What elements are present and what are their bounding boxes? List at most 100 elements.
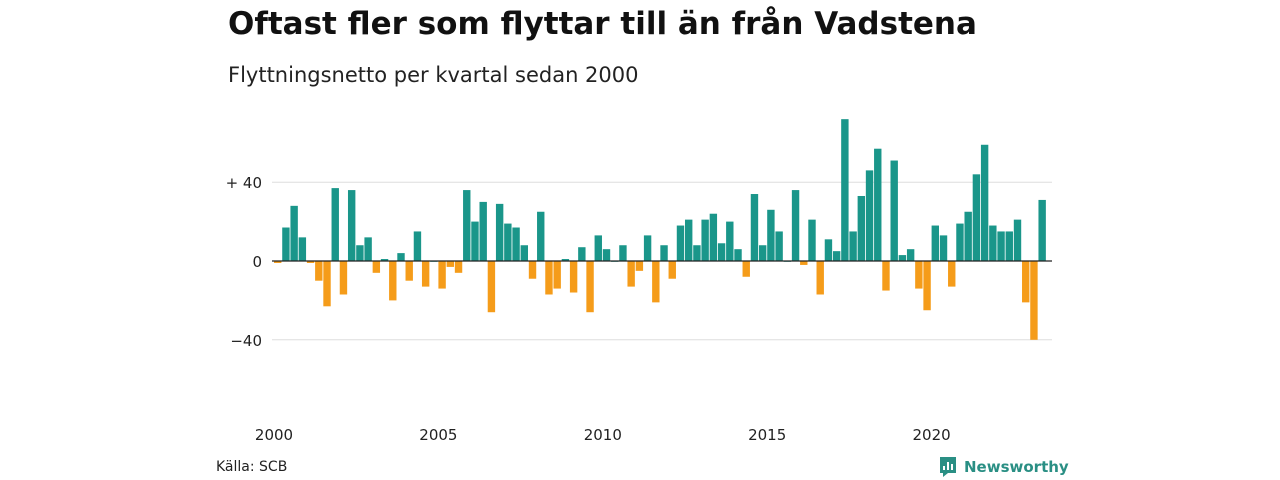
bar bbox=[874, 148, 882, 261]
bar bbox=[627, 261, 635, 287]
bar bbox=[931, 225, 939, 261]
bar bbox=[997, 231, 1005, 261]
bar bbox=[553, 261, 561, 289]
bar bbox=[364, 237, 372, 261]
bar bbox=[709, 213, 718, 261]
bar bbox=[808, 219, 816, 261]
bar bbox=[347, 190, 356, 261]
bar bbox=[915, 261, 923, 289]
bar bbox=[561, 259, 570, 261]
x-tick-label: 2020 bbox=[913, 426, 951, 444]
bar bbox=[405, 261, 413, 281]
bar bbox=[652, 261, 660, 303]
bar bbox=[849, 231, 857, 261]
bar bbox=[758, 245, 767, 261]
bar bbox=[1005, 231, 1013, 261]
bar bbox=[643, 235, 652, 261]
bar bbox=[315, 261, 323, 281]
bar bbox=[1022, 261, 1030, 303]
bar bbox=[356, 245, 364, 261]
bar bbox=[726, 221, 734, 261]
gridlines bbox=[272, 181, 1052, 341]
bar bbox=[619, 245, 627, 261]
bar bbox=[693, 245, 701, 261]
chart-subtitle: Flyttningsnetto per kvartal sedan 2000 bbox=[228, 63, 639, 87]
bar bbox=[676, 225, 685, 261]
bar bbox=[800, 261, 808, 265]
bar bbox=[463, 190, 471, 261]
bar bbox=[956, 223, 964, 261]
bar bbox=[331, 188, 339, 261]
axes: + 40 0 −40 2000 2005 2010 2015 2020 bbox=[226, 174, 1052, 444]
bar bbox=[586, 261, 594, 313]
bar bbox=[380, 259, 389, 261]
y-tick-label: −40 bbox=[230, 332, 262, 350]
bar bbox=[413, 231, 422, 261]
bar bbox=[274, 261, 282, 263]
bar bbox=[948, 261, 956, 287]
bar bbox=[791, 190, 800, 261]
source-label: Källa: SCB bbox=[216, 459, 288, 475]
bar bbox=[841, 119, 849, 261]
bar bbox=[389, 261, 397, 301]
bar bbox=[306, 261, 315, 263]
bar bbox=[882, 261, 890, 291]
bar bbox=[504, 223, 512, 261]
bar bbox=[750, 194, 759, 261]
bar bbox=[1038, 199, 1046, 261]
bar bbox=[668, 261, 676, 279]
bar bbox=[767, 209, 775, 261]
bar bbox=[446, 261, 455, 267]
bar bbox=[372, 261, 381, 273]
bar bbox=[438, 261, 446, 289]
bar bbox=[290, 205, 298, 261]
bar bbox=[717, 243, 726, 261]
brand-name: Newsworthy bbox=[964, 458, 1069, 476]
bar bbox=[701, 219, 709, 261]
bar bbox=[742, 261, 750, 277]
bars bbox=[274, 119, 1046, 340]
bar bbox=[495, 203, 504, 261]
bar bbox=[421, 261, 430, 287]
bar bbox=[487, 261, 496, 313]
bar bbox=[890, 160, 898, 261]
bar bbox=[1030, 261, 1038, 340]
bar bbox=[980, 144, 989, 261]
bar bbox=[964, 211, 972, 261]
bar bbox=[898, 255, 907, 261]
newsworthy-logo-icon bbox=[940, 457, 956, 477]
y-tick-label: 0 bbox=[252, 253, 262, 271]
newsworthy-logo[interactable]: Newsworthy bbox=[938, 456, 1069, 478]
bar bbox=[816, 261, 824, 295]
chart-title: Oftast fler som flyttar till än från Vad… bbox=[228, 6, 977, 42]
x-tick-label: 2000 bbox=[255, 426, 293, 444]
bar bbox=[471, 221, 479, 261]
bar bbox=[512, 227, 520, 261]
bar bbox=[602, 249, 611, 261]
x-tick-label: 2005 bbox=[419, 426, 457, 444]
y-tick-label: + 40 bbox=[226, 174, 262, 192]
bar bbox=[685, 219, 693, 261]
bar bbox=[923, 261, 931, 311]
bar bbox=[989, 225, 997, 261]
bar bbox=[865, 170, 874, 261]
bar bbox=[939, 235, 948, 261]
bar bbox=[578, 247, 586, 261]
bar bbox=[298, 237, 307, 261]
bar bbox=[824, 239, 833, 261]
bar bbox=[734, 249, 742, 261]
x-tick-label: 2015 bbox=[748, 426, 786, 444]
x-tick-label: 2010 bbox=[584, 426, 622, 444]
bar bbox=[569, 261, 578, 293]
bar bbox=[594, 235, 602, 261]
bar bbox=[339, 261, 348, 295]
bar bbox=[528, 261, 537, 279]
bar bbox=[832, 251, 841, 261]
bar bbox=[972, 174, 981, 261]
bar bbox=[479, 201, 487, 261]
bar bbox=[906, 249, 915, 261]
bar bbox=[775, 231, 783, 261]
bar bbox=[282, 227, 290, 261]
bar bbox=[635, 261, 644, 271]
